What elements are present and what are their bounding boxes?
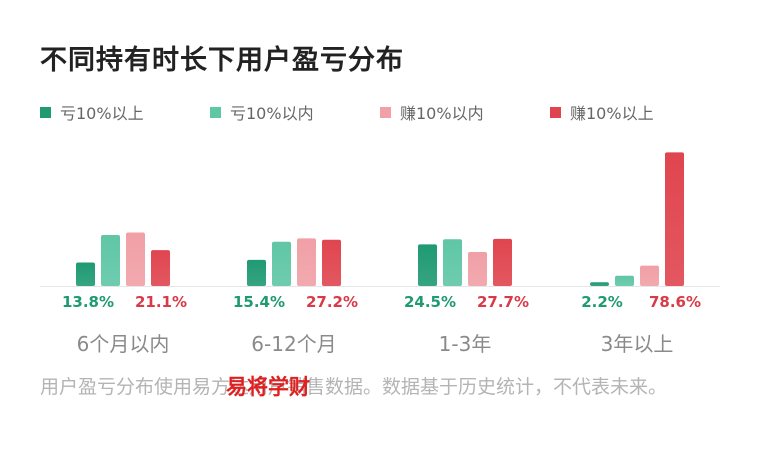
bar bbox=[615, 275, 634, 286]
bar bbox=[493, 238, 512, 286]
legend-item: 亏10%以内 bbox=[210, 100, 314, 124]
value-label-loss: 15.4% bbox=[233, 293, 285, 311]
legend-item: 赚10%以内 bbox=[380, 100, 484, 124]
legend: 亏10%以上 亏10%以内 赚10%以内 赚10%以上 bbox=[40, 100, 720, 126]
bar bbox=[443, 239, 462, 286]
value-label-gain: 27.2% bbox=[306, 293, 358, 311]
bar bbox=[468, 252, 487, 286]
bar bbox=[418, 244, 437, 286]
bar bbox=[322, 239, 341, 286]
legend-label: 亏10%以内 bbox=[230, 104, 314, 123]
legend-label: 赚10%以上 bbox=[570, 104, 654, 123]
legend-label: 亏10%以上 bbox=[60, 104, 144, 123]
value-label-loss: 13.8% bbox=[62, 293, 114, 311]
footnote: 用户盈亏分布使用易方达用户销售数据。数据基于历史统计，不代表未来。 bbox=[40, 376, 668, 398]
bar bbox=[126, 232, 145, 286]
bar bbox=[101, 235, 120, 286]
bar bbox=[590, 282, 609, 286]
category-label: 6个月以内 bbox=[77, 332, 170, 356]
bar bbox=[640, 265, 659, 286]
legend-item: 赚10%以上 bbox=[550, 100, 654, 124]
category-label: 1-3年 bbox=[439, 332, 492, 356]
value-label-loss: 2.2% bbox=[581, 293, 623, 311]
legend-swatch bbox=[210, 106, 221, 118]
watermark: 易将学财 bbox=[226, 375, 310, 399]
category-label: 6-12个月 bbox=[251, 332, 336, 356]
value-label-gain: 78.6% bbox=[649, 293, 701, 311]
chart-title: 不同持有时长下用户盈亏分布 bbox=[40, 45, 404, 76]
category-label: 3年以上 bbox=[601, 332, 674, 356]
legend-swatch bbox=[550, 106, 561, 118]
bar bbox=[247, 259, 266, 286]
value-label-gain: 27.7% bbox=[477, 293, 529, 311]
value-label-gain: 21.1% bbox=[135, 293, 187, 311]
bar bbox=[297, 238, 316, 286]
bar bbox=[76, 262, 95, 286]
legend-label: 赚10%以内 bbox=[400, 104, 484, 123]
legend-item: 亏10%以上 bbox=[40, 100, 144, 124]
legend-swatch bbox=[380, 106, 391, 118]
value-label-loss: 24.5% bbox=[404, 293, 456, 311]
legend-swatch bbox=[40, 106, 51, 118]
bar bbox=[151, 250, 170, 286]
bar bbox=[272, 241, 291, 286]
bar bbox=[665, 152, 684, 286]
